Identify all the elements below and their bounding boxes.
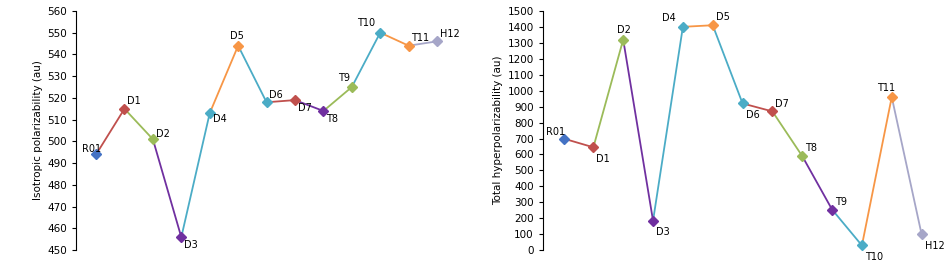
Y-axis label: Isotropic polarizability (au): Isotropic polarizability (au) [33,61,43,200]
Text: T10: T10 [358,18,376,28]
Text: D5: D5 [229,31,244,41]
Text: D4: D4 [662,13,676,23]
Text: R01: R01 [82,144,101,154]
Text: T10: T10 [865,252,883,262]
Text: D7: D7 [775,99,789,109]
Text: T11: T11 [411,33,429,43]
Text: D5: D5 [716,12,729,22]
Text: T8: T8 [327,114,338,124]
Text: H12: H12 [440,29,460,39]
Text: D4: D4 [212,114,227,124]
Text: D2: D2 [617,25,631,35]
Text: H12: H12 [924,241,944,251]
Y-axis label: Total hyperpolarizability (au): Total hyperpolarizability (au) [493,56,504,205]
Text: D6: D6 [745,110,760,120]
Text: T9: T9 [835,197,847,207]
Text: D1: D1 [596,154,610,164]
Text: D3: D3 [656,227,670,237]
Text: R01: R01 [545,126,565,137]
Text: T9: T9 [338,73,349,82]
Text: T11: T11 [877,83,895,93]
Text: D3: D3 [184,240,198,250]
Text: D6: D6 [269,90,283,100]
Text: D2: D2 [156,129,169,139]
Text: D7: D7 [298,103,311,113]
Text: D1: D1 [128,97,141,106]
Text: T8: T8 [805,143,817,153]
